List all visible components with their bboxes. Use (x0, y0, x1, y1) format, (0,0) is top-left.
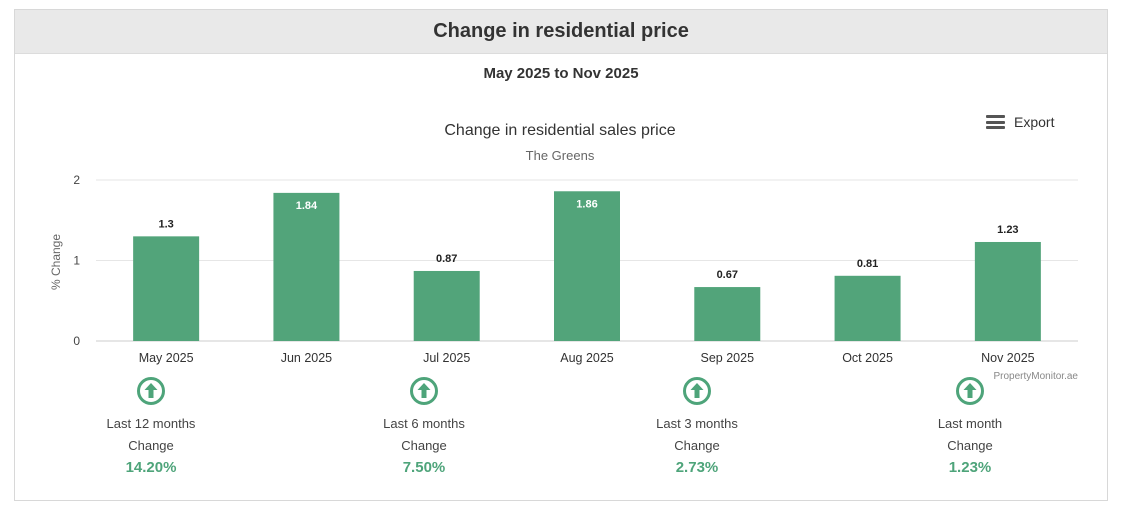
summary-period: Last 12 months (106, 416, 196, 431)
summary-change-label: Change (947, 438, 993, 453)
summary-value: 2.73% (675, 459, 719, 476)
data-label: 0.67 (717, 269, 738, 281)
chart-subtitle: The Greens (526, 148, 595, 163)
data-label: 1.84 (296, 200, 318, 212)
y-tick-label: 2 (73, 173, 80, 187)
summary-period: Last month (937, 416, 1003, 431)
x-tick-label: Sep 2025 (701, 351, 755, 365)
bar-jul-2025[interactable] (413, 270, 480, 341)
export-button[interactable]: Export (986, 114, 1054, 130)
y-axis-title: % Change (49, 234, 63, 290)
summary-last-6-months: Last 6 months Change 7.50% (354, 376, 494, 479)
hamburger-menu-icon (986, 115, 1005, 129)
data-label: 0.87 (436, 253, 457, 265)
bar-oct-2025[interactable] (834, 275, 901, 341)
data-label: 1.23 (997, 224, 1018, 236)
arrow-up-circle-icon (956, 377, 984, 405)
summary-change-label: Change (401, 438, 447, 453)
summary-value: 14.20% (125, 459, 177, 476)
summary-value: 7.50% (402, 459, 446, 476)
y-tick-label: 1 (73, 254, 80, 268)
card-title: Change in residential price (433, 20, 689, 42)
summary-last-12-months: Last 12 months Change 14.20% (81, 376, 221, 479)
summary-change-label: Change (128, 438, 174, 453)
bar-nov-2025[interactable] (974, 241, 1041, 341)
y-tick-label: 0 (73, 334, 80, 348)
x-tick-label: May 2025 (139, 351, 194, 365)
arrow-up-circle-icon (683, 377, 711, 405)
data-label: 1.3 (158, 218, 173, 230)
bar-aug-2025[interactable] (554, 191, 620, 341)
summary-last-month: Last month Change 1.23% (900, 376, 1040, 479)
x-tick-label: Nov 2025 (981, 351, 1035, 365)
summary-value: 1.23% (948, 459, 992, 476)
x-tick-label: Jul 2025 (423, 351, 470, 365)
x-tick-label: Aug 2025 (560, 351, 614, 365)
bar-sep-2025[interactable] (694, 287, 761, 341)
summary-last-3-months: Last 3 months Change 2.73% (627, 376, 767, 479)
data-label: 1.86 (576, 198, 597, 210)
data-label: 0.81 (857, 258, 878, 270)
card-header: Change in residential price (15, 10, 1107, 54)
chart-credit[interactable]: PropertyMonitor.ae (994, 371, 1079, 382)
x-tick-label: Jun 2025 (281, 351, 332, 365)
bar-may-2025[interactable] (133, 236, 200, 341)
x-tick-label: Oct 2025 (842, 351, 893, 365)
chart-title: Change in residential sales price (444, 122, 675, 139)
summary-change-label: Change (674, 438, 720, 453)
summary-period: Last 3 months (656, 416, 738, 431)
bar-jun-2025[interactable] (273, 192, 340, 341)
arrow-up-circle-icon (410, 377, 438, 405)
arrow-up-circle-icon (137, 377, 165, 405)
date-range: May 2025 to Nov 2025 (483, 65, 639, 82)
export-label: Export (1014, 114, 1055, 130)
summary-period: Last 6 months (383, 416, 465, 431)
